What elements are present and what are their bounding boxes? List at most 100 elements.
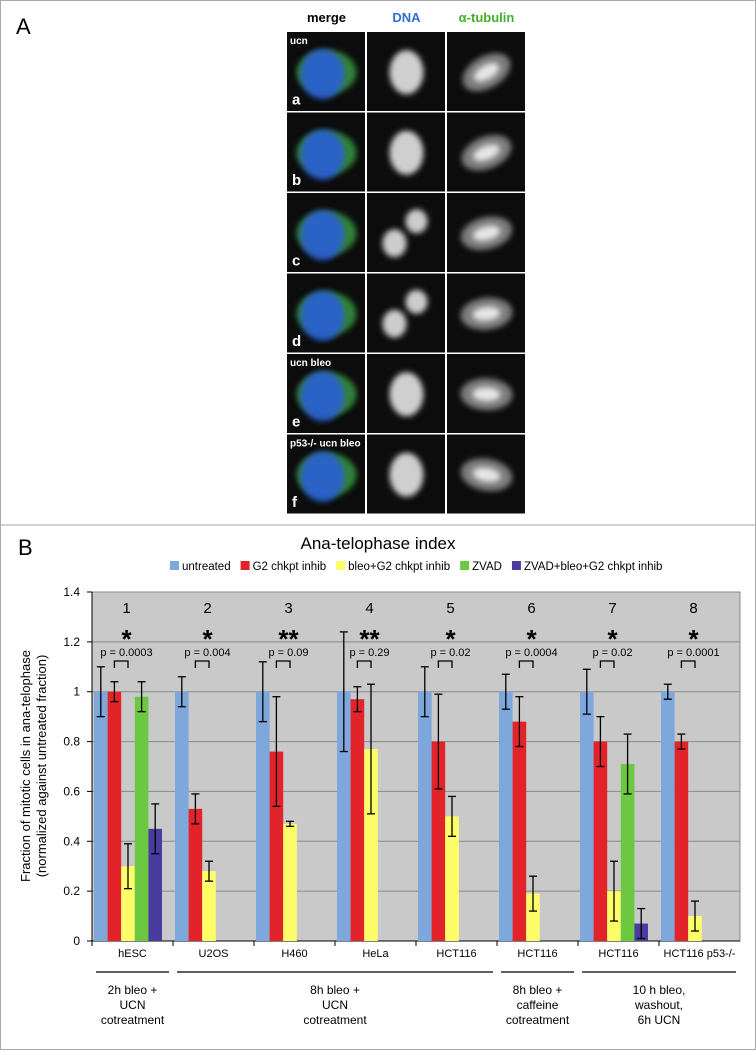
p-value: p = 0.0004 [505, 647, 557, 659]
group-number: 3 [284, 600, 292, 617]
chromatin [300, 210, 345, 261]
treatment-label: 8h bleo + [310, 983, 360, 997]
chromatin [389, 452, 424, 497]
error-bar [420, 666, 429, 718]
micrograph [287, 273, 365, 353]
bar [499, 691, 513, 941]
bar [94, 691, 108, 941]
error-bar [637, 907, 646, 940]
micrograph [367, 434, 445, 514]
bar [431, 741, 446, 941]
error-bar [515, 696, 524, 748]
spindle-core [473, 62, 500, 82]
significance-stars: * [121, 624, 132, 654]
error-bar [448, 795, 456, 837]
bar [188, 808, 203, 941]
row-letter: b [292, 172, 301, 189]
column-header: α-tubulin [459, 10, 515, 25]
chromatin [300, 129, 345, 180]
chromatin [389, 50, 424, 95]
bar [580, 691, 594, 941]
error-bar [151, 803, 160, 855]
x-tick-label-box: HCT116 [517, 948, 557, 960]
legend-label: ZVAD+bleo+G2 chkpt inhib [524, 561, 663, 573]
panel-label: B [18, 535, 33, 560]
bracket [113, 660, 129, 668]
x-tick-label: U2OS [198, 948, 229, 960]
y-tick-label: 0.8 [63, 735, 80, 749]
x-tick-label-box: HeLa [362, 948, 388, 960]
p-value: p = 0.0001 [667, 647, 719, 659]
bracket [194, 660, 210, 668]
column-header: DNA [392, 10, 421, 25]
p-value: p = 0.02 [592, 647, 632, 659]
bar [661, 691, 675, 941]
group-number: 7 [608, 600, 616, 617]
bracket [437, 660, 453, 668]
group-number: 6 [527, 600, 535, 617]
x-tick-label: HCT116 p53-/- [663, 948, 736, 960]
chromatin [405, 289, 428, 314]
x-tick-label-box: HCT116 p53-/- [663, 948, 736, 960]
bar [593, 741, 608, 941]
error-bar [529, 875, 537, 912]
treatment-label: 2h bleo + [108, 983, 158, 997]
treatment-label: caffeine [517, 998, 559, 1012]
spindle-core [472, 467, 501, 483]
bar [620, 764, 635, 941]
error-bar [191, 793, 200, 825]
x-tick-label: hESC [118, 948, 147, 960]
significance-stars: * [202, 624, 213, 654]
row-label: ucn [290, 36, 308, 47]
p-value: p = 0.004 [184, 647, 230, 659]
y-axis-label: Fraction of mitotic cells in ana-telopha… [18, 650, 49, 882]
error-bar [367, 683, 375, 815]
micrograph [367, 112, 445, 192]
x-tick-label-box: hESC [118, 948, 147, 960]
significance-stars: * [688, 624, 699, 654]
bar [350, 699, 365, 941]
chromatin [300, 290, 345, 341]
bar [134, 696, 149, 941]
error-bar [258, 661, 267, 723]
group-number: 8 [689, 600, 697, 617]
treatment-label: 6h UCN [638, 1013, 681, 1027]
p-value: p = 0.02 [430, 647, 470, 659]
micrograph [287, 354, 365, 433]
micrograph [367, 193, 445, 272]
x-tick-label: H460 [281, 948, 308, 960]
row-label: p53-/- ucn bleo [290, 439, 361, 450]
error-bar [623, 733, 632, 795]
column-header: merge [307, 10, 346, 25]
error-bar [286, 820, 294, 827]
micrograph-bg [367, 193, 445, 272]
micrograph [447, 354, 525, 433]
error-bar [272, 696, 281, 808]
group-number: 1 [122, 600, 130, 617]
chromatin [389, 372, 424, 417]
significance-stars: * [607, 624, 618, 654]
row-letter: d [292, 333, 301, 350]
bracket [518, 660, 534, 668]
y-axis-label-line: Fraction of mitotic cells in ana-telopha… [18, 650, 33, 882]
spindle-core [472, 387, 501, 402]
error-bar [96, 666, 105, 718]
bar [107, 691, 122, 941]
treatment-label: cotreatment [303, 1013, 367, 1027]
error-bar [610, 860, 618, 922]
significance-stars: * [526, 624, 537, 654]
error-bar [177, 676, 186, 708]
micrograph [447, 434, 525, 514]
bar [283, 823, 297, 941]
row-letter: e [292, 414, 300, 431]
chromatin [300, 451, 345, 502]
micrograph-bg [367, 273, 445, 353]
error-bar [205, 860, 213, 882]
significance-stars: * [445, 624, 456, 654]
y-tick-label: 1.2 [63, 635, 80, 649]
treatment-label: 8h bleo + [513, 983, 563, 997]
x-tick-label: HCT116 [436, 948, 477, 960]
bar [202, 871, 216, 941]
micrograph [367, 354, 445, 433]
